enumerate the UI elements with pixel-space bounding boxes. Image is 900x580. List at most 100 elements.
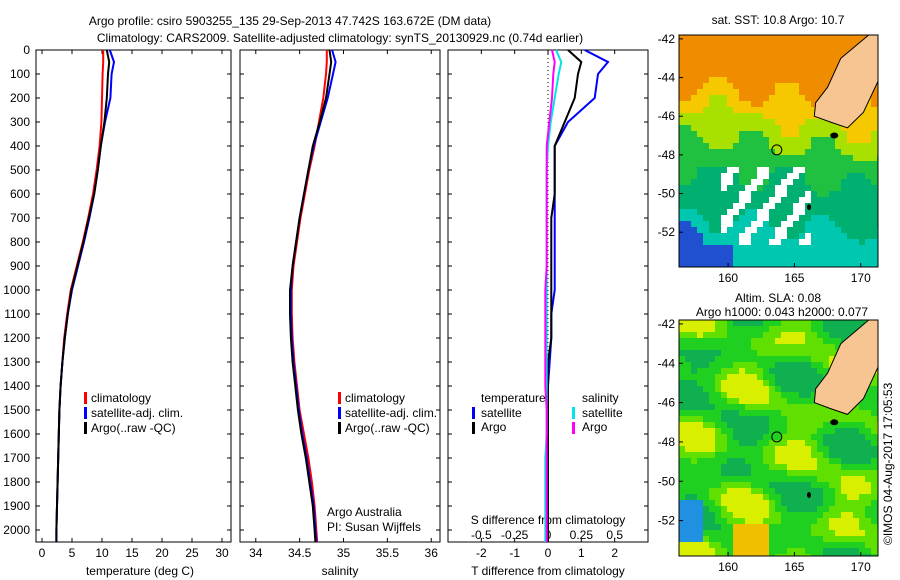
map-cell <box>859 548 865 554</box>
map-cell <box>871 404 877 410</box>
map-y-tick-label: -48 <box>658 148 676 162</box>
map-cell <box>775 77 781 83</box>
map-cell <box>817 446 823 452</box>
map-cell <box>805 119 811 125</box>
map-cell <box>799 416 805 422</box>
map-cell <box>775 338 781 344</box>
map-cell <box>871 410 877 416</box>
map-cell <box>805 422 811 428</box>
map-cell <box>739 161 745 167</box>
map-cell <box>811 131 817 137</box>
map-cell <box>805 143 811 149</box>
map-cell <box>823 191 829 197</box>
map-cell <box>763 320 769 326</box>
map-cell <box>685 404 691 410</box>
map-cell <box>865 173 871 179</box>
map-y-tick-label: -44 <box>658 71 676 85</box>
map-cell <box>745 380 751 386</box>
map-cell <box>721 107 727 113</box>
map-cell <box>745 344 751 350</box>
map-cell <box>769 416 775 422</box>
map-cell <box>697 554 703 556</box>
map-cell <box>793 536 799 542</box>
map-cell <box>823 251 829 257</box>
map-cell <box>871 251 877 257</box>
map-cell <box>799 71 805 77</box>
map-cell <box>817 83 823 89</box>
map-cell <box>817 554 823 556</box>
map-cell <box>781 263 787 267</box>
map-cell <box>847 332 853 338</box>
map-cell <box>811 464 817 470</box>
map-cell <box>817 518 823 524</box>
map-cell <box>679 65 685 71</box>
map-cell <box>697 344 703 350</box>
map-cell <box>817 77 823 83</box>
map-cell <box>775 470 781 476</box>
map-cell <box>703 494 709 500</box>
map-cell <box>847 410 853 416</box>
map-cell <box>775 428 781 434</box>
map-cell <box>709 386 715 392</box>
map-cell <box>721 233 727 239</box>
map-cell <box>781 233 787 239</box>
map-cell <box>841 554 847 556</box>
map-cell <box>679 392 685 398</box>
map-cell <box>859 404 865 410</box>
map-cell <box>769 251 775 257</box>
map-cell <box>691 251 697 257</box>
map-cell <box>811 476 817 482</box>
map-cell <box>745 35 751 41</box>
map-cell <box>745 530 751 536</box>
map-cell <box>733 221 739 227</box>
map-cell <box>847 215 853 221</box>
map-cell <box>817 458 823 464</box>
map-cell <box>709 398 715 404</box>
map-cell <box>691 374 697 380</box>
map-cell <box>871 392 877 398</box>
map-cell <box>763 368 769 374</box>
map-cell <box>871 428 877 434</box>
map-cell <box>751 536 757 542</box>
map-cell <box>787 41 793 47</box>
map-cell <box>739 518 745 524</box>
map-cell <box>817 536 823 542</box>
map-cell <box>751 221 757 227</box>
map-cell <box>733 35 739 41</box>
map-cell <box>763 113 769 119</box>
map-cell <box>781 392 787 398</box>
title-line-2: Climatology: CARS2009. Satellite-adjuste… <box>97 31 583 45</box>
map-cell <box>835 542 841 548</box>
map-cell <box>793 125 799 131</box>
map-cell <box>727 386 733 392</box>
map-cell <box>859 167 865 173</box>
map-cell <box>817 71 823 77</box>
map-cell <box>757 386 763 392</box>
map-cell <box>727 77 733 83</box>
map-cell <box>841 518 847 524</box>
map-cell <box>823 209 829 215</box>
sla-map-title-2: Argo h1000: 0.043 h2000: 0.077 <box>696 305 868 319</box>
map-cell <box>775 320 781 326</box>
map-cell <box>769 320 775 326</box>
map-cell <box>757 71 763 77</box>
map-cell <box>847 209 853 215</box>
map-cell <box>799 464 805 470</box>
map-cell <box>841 464 847 470</box>
map-cell <box>739 506 745 512</box>
map-cell <box>811 221 817 227</box>
map-cell <box>853 512 859 518</box>
map-cell <box>751 356 757 362</box>
map-cell <box>751 59 757 65</box>
map-cell <box>685 263 691 267</box>
map-cell <box>781 239 787 245</box>
map-cell <box>781 434 787 440</box>
map-cell <box>679 434 685 440</box>
map-cell <box>793 506 799 512</box>
map-cell <box>757 257 763 263</box>
map-cell <box>787 125 793 131</box>
sst-map-title: sat. SST: 10.8 Argo: 10.7 <box>712 13 845 27</box>
series-line-satellite-adj-clim- <box>55 49 116 542</box>
map-cell <box>727 185 733 191</box>
map-cell <box>781 131 787 137</box>
